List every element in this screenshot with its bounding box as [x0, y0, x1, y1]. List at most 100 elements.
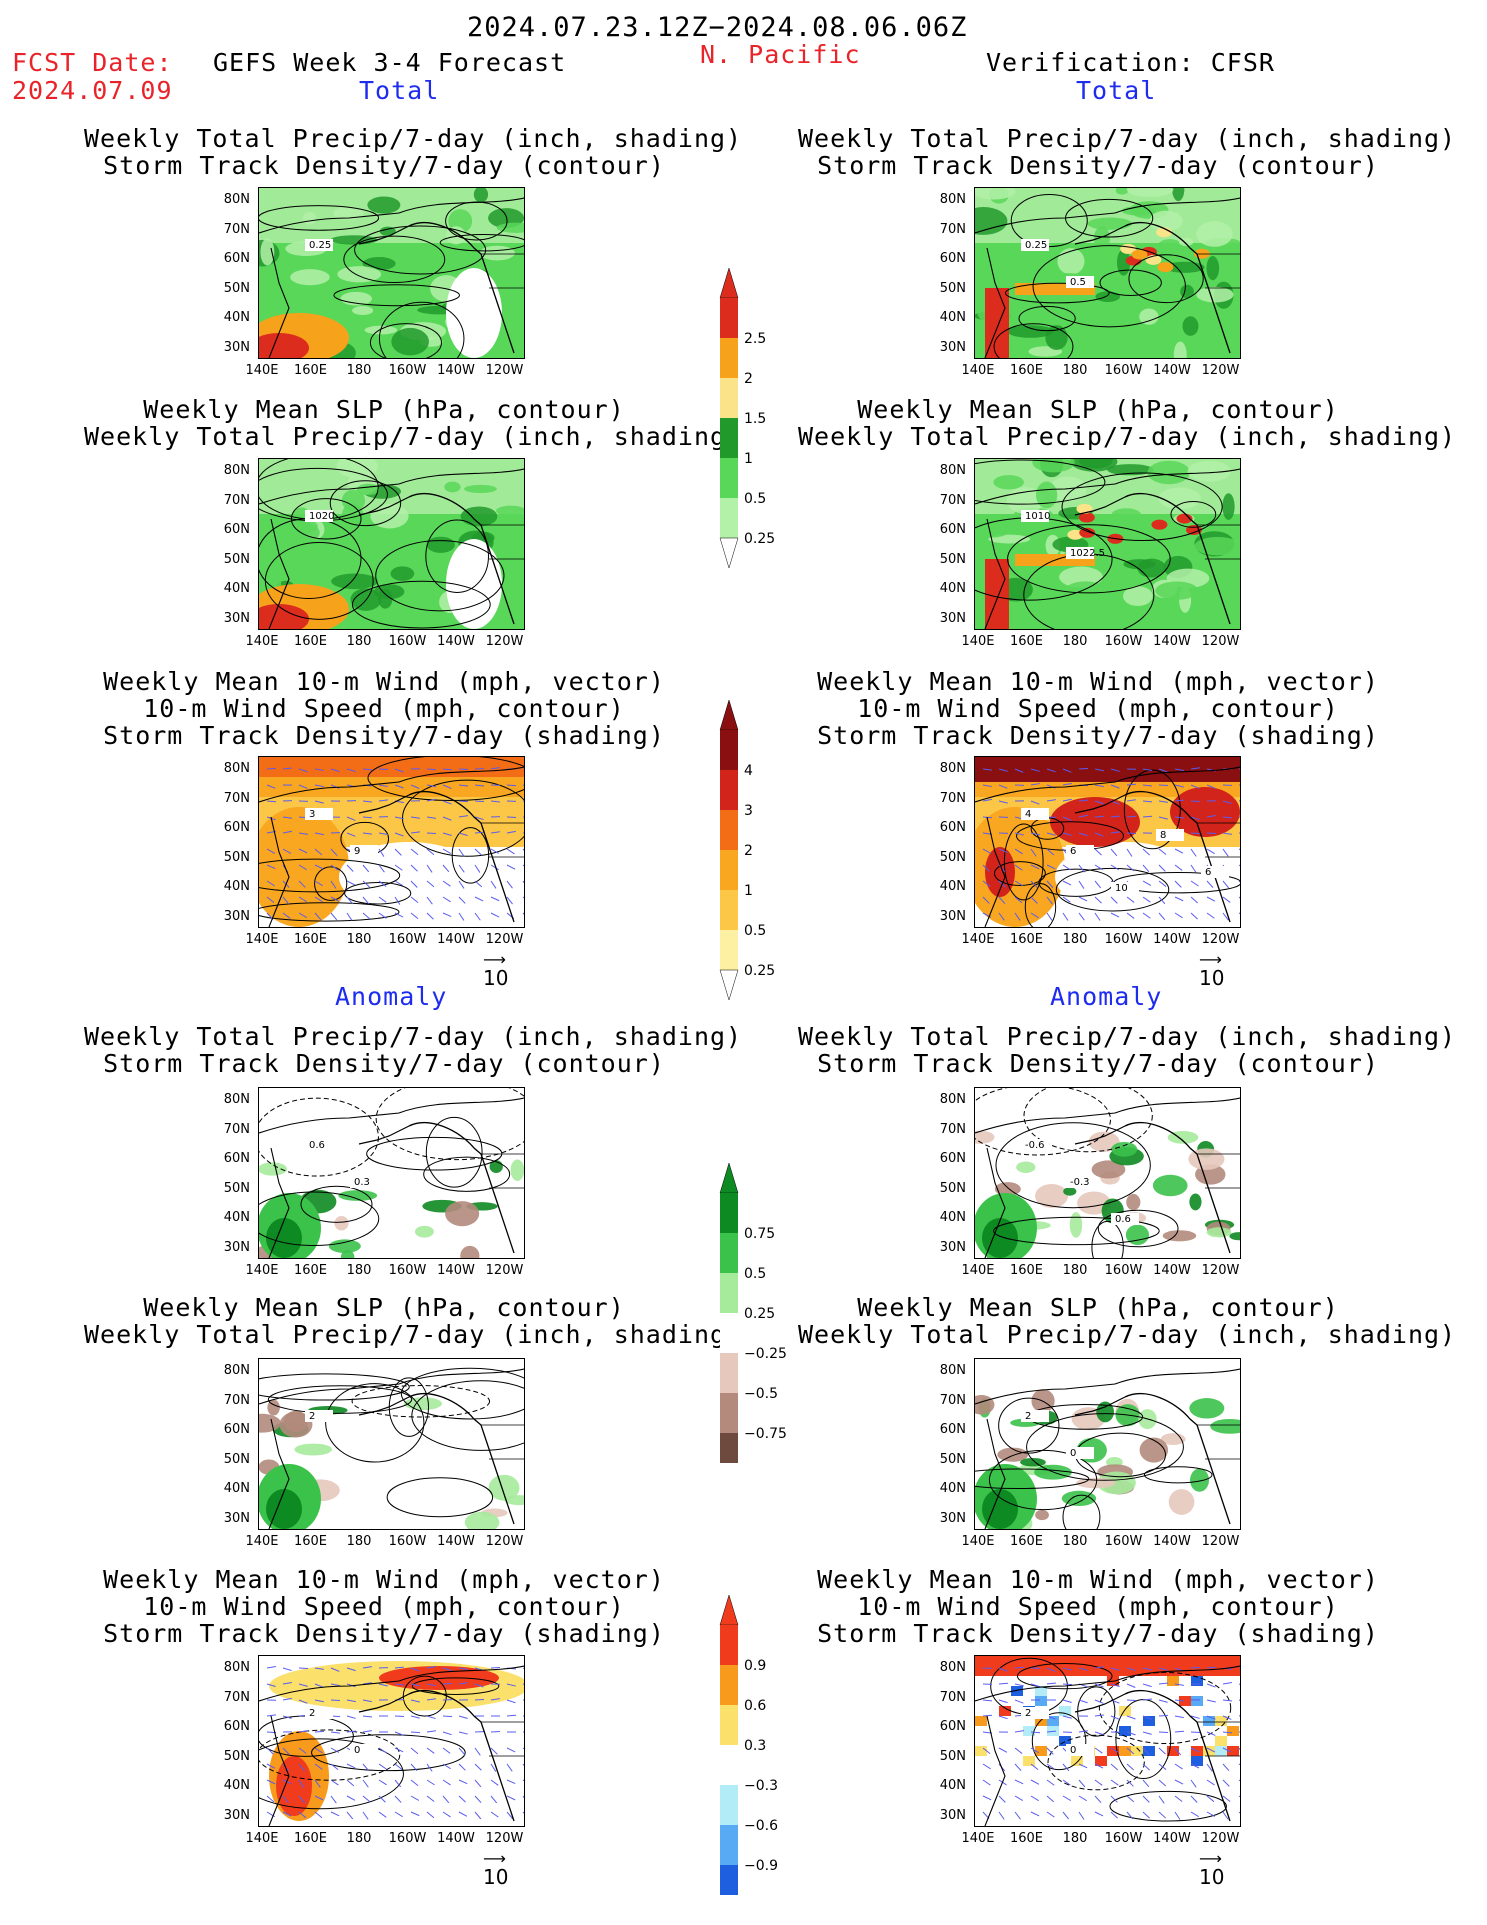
- panel-title-line: Weekly Mean SLP (hPa, contour): [857, 395, 1339, 424]
- colorbar-segment: [720, 1273, 738, 1313]
- colorbar-segment: [719, 1162, 739, 1194]
- lon-tick-label: 140E: [245, 1831, 279, 1846]
- colorbar-segment: [720, 850, 738, 890]
- contour-label: 0.6: [309, 1140, 325, 1151]
- lat-tick-label: 80N: [223, 1092, 250, 1107]
- panel-title-line: Weekly Total Precip/7-day (inch, shading…: [798, 422, 1457, 451]
- lat-tick-label: 40N: [939, 1481, 966, 1496]
- lon-tick-label: 160E: [293, 1831, 328, 1846]
- region-label: N. Pacific: [700, 40, 861, 69]
- colorbar-label: 1: [744, 451, 753, 467]
- map-plot: 0.25: [259, 188, 524, 358]
- lat-tick-label: 30N: [939, 1807, 966, 1823]
- colorbar-segment: [719, 1594, 739, 1626]
- lat-tick-label: 70N: [223, 1392, 250, 1408]
- lat-tick-label: 60N: [939, 1151, 966, 1166]
- lon-tick-label: 140W: [437, 1831, 475, 1846]
- vector-reference-value: 10: [483, 1865, 509, 1889]
- colorbar-segment: [720, 1825, 738, 1865]
- lon-tick-label: 140W: [437, 1263, 475, 1278]
- map-plot: 0.6 0.3: [259, 1088, 524, 1258]
- lon-tick-label: 140W: [1153, 363, 1191, 378]
- colorbar-segment: [720, 1745, 738, 1785]
- lat-tick-label: 50N: [223, 1451, 250, 1467]
- lat-tick-label: 80N: [223, 192, 250, 207]
- lon-tick-label: 160W: [388, 1534, 427, 1549]
- vector-reference-arrow: ⟶: [483, 950, 506, 969]
- contour-label: -0.6: [1025, 1140, 1045, 1151]
- section-anomaly-left: Anomaly: [335, 982, 448, 1011]
- panel-title-line: Weekly Total Precip/7-day (inch, shading…: [798, 1320, 1457, 1349]
- panel-title: Weekly Mean 10-m Wind (mph, vector) 10-m …: [798, 668, 1398, 749]
- map-plot: -0.6 -0.3 0.6: [975, 1088, 1240, 1258]
- lon-tick-label: 180: [346, 363, 372, 378]
- lon-tick-label: 120W: [1201, 634, 1240, 649]
- colorbar-label: 0.5: [744, 923, 766, 939]
- panel-title: Weekly Mean SLP (hPa, contour) Weekly Tot…: [84, 395, 741, 450]
- lat-tick-label: 40N: [223, 879, 250, 894]
- lon-tick-label: 140W: [437, 363, 475, 378]
- contour-label: -0.3: [1070, 1177, 1090, 1188]
- panel-title-line: 10-m Wind Speed (mph, contour): [143, 694, 625, 723]
- panel-title-line: Weekly Mean SLP (hPa, contour): [857, 1293, 1339, 1322]
- lon-tick-label: 160E: [293, 932, 328, 947]
- lon-tick-label: 120W: [485, 1534, 524, 1549]
- colorbar-segment: [720, 298, 738, 338]
- lon-tick-label: 160W: [388, 1831, 427, 1846]
- map-panel: 1020: [258, 458, 525, 630]
- panel-title-line: Weekly Total Precip/7-day (inch, shading…: [798, 1022, 1457, 1051]
- lon-tick-label: 160W: [388, 363, 427, 378]
- lat-tick-label: 50N: [223, 1748, 250, 1764]
- lat-tick-label: 40N: [939, 1210, 966, 1225]
- contour-label: 0.25: [1025, 240, 1047, 251]
- lon-tick-label: 160W: [1104, 1534, 1143, 1549]
- lat-tick-label: 70N: [939, 1121, 966, 1137]
- colorbar-anom_storm: 0.9 0.6 0.3 −0.3 −0.6 −0.9: [715, 1594, 805, 1925]
- map-panel: -0.6 -0.3 0.6: [974, 1087, 1241, 1259]
- panel-title-line: Weekly Mean SLP (hPa, contour): [143, 395, 625, 424]
- colorbar-segment: [720, 1665, 738, 1705]
- map-plot: 1020: [259, 459, 524, 629]
- lon-tick-label: 160E: [1009, 1263, 1044, 1278]
- colorbar-segment: [720, 418, 738, 458]
- lat-tick-label: 30N: [223, 610, 250, 626]
- panel-title-line: Storm Track Density/7-day (shading): [103, 721, 665, 750]
- fcst-date-label: FCST Date:: [12, 48, 173, 77]
- colorbar-segment: [720, 498, 738, 538]
- map-panel: 0.25: [258, 187, 525, 359]
- panel-title-line: 10-m Wind Speed (mph, contour): [143, 1592, 625, 1621]
- lat-tick-label: 30N: [223, 1510, 250, 1526]
- map-plot: 2: [259, 1359, 524, 1529]
- lon-tick-label: 180: [346, 1534, 372, 1549]
- lat-tick-label: 40N: [939, 310, 966, 325]
- contour-label: 9: [354, 846, 360, 857]
- lon-tick-label: 140W: [437, 634, 475, 649]
- panel-title-line: Weekly Mean SLP (hPa, contour): [143, 1293, 625, 1322]
- contour-label: 0: [1070, 1448, 1076, 1459]
- colorbar-label: 2.5: [744, 331, 766, 347]
- colorbar-segment: [720, 1193, 738, 1233]
- lon-tick-label: 140E: [961, 932, 995, 947]
- lat-tick-label: 60N: [223, 1422, 250, 1437]
- vector-reference: ⟶ 10: [1199, 952, 1224, 991]
- lon-tick-label: 140E: [961, 1831, 995, 1846]
- panel-title: Weekly Mean 10-m Wind (mph, vector) 10-m …: [798, 1566, 1398, 1647]
- lon-tick-label: 160E: [1009, 363, 1044, 378]
- lat-tick-label: 30N: [939, 1239, 966, 1255]
- lat-tick-label: 80N: [223, 1660, 250, 1675]
- map-plot: 39: [259, 757, 524, 927]
- lon-tick-label: 120W: [485, 932, 524, 947]
- panel-title: Weekly Mean SLP (hPa, contour) Weekly Tot…: [84, 1293, 741, 1348]
- verification-label: Verification: CFSR: [986, 48, 1275, 77]
- colorbar-segment: [719, 267, 739, 299]
- lat-tick-label: 30N: [939, 908, 966, 924]
- lon-tick-label: 140E: [961, 1534, 995, 1549]
- lon-tick-label: 180: [346, 1263, 372, 1278]
- lon-tick-label: 180: [1062, 1831, 1088, 1846]
- contour-label: 3: [309, 809, 315, 820]
- lat-tick-label: 40N: [939, 581, 966, 596]
- panel-title-line: Weekly Mean 10-m Wind (mph, vector): [103, 667, 665, 696]
- map-panel: 2: [258, 1358, 525, 1530]
